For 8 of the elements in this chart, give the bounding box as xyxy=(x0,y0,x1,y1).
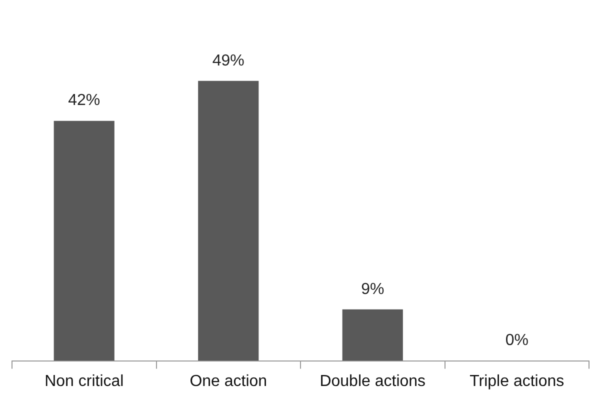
x-tick-label: Non critical xyxy=(44,372,124,390)
data-label: 9% xyxy=(361,280,384,298)
x-tick-label: Double actions xyxy=(320,372,426,390)
data-label: 49% xyxy=(212,52,244,70)
data-label: 42% xyxy=(68,92,100,110)
x-tick-label: One action xyxy=(190,372,268,390)
data-label: 0% xyxy=(505,332,528,350)
x-tick-label: Triple actions xyxy=(470,372,564,390)
